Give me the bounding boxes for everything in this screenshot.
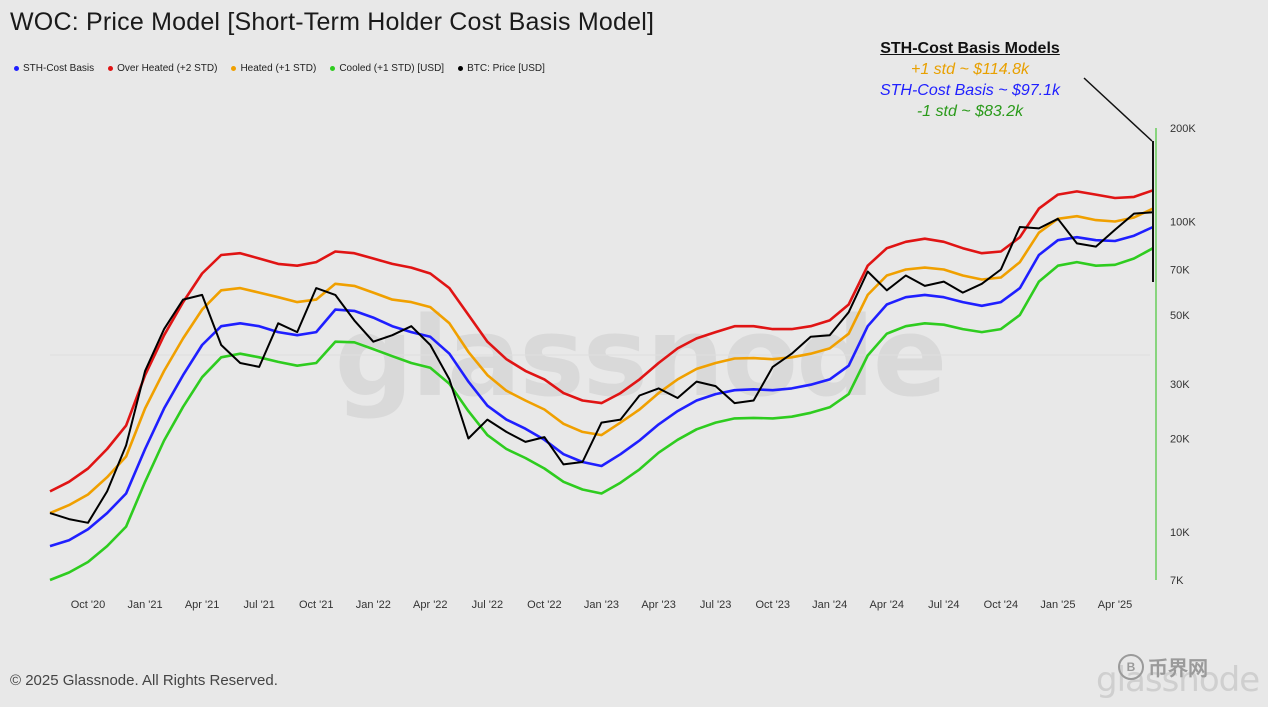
legend-item-over-heated[interactable]: Over Heated (+2 STD) [108, 63, 217, 74]
chart-legend: STH-Cost Basis Over Heated (+2 STD) Heat… [14, 63, 545, 74]
legend-dot-icon [458, 66, 464, 71]
brand-logo-icon: B [1118, 653, 1144, 680]
x-tick-label: Oct '20 [71, 599, 106, 611]
legend-dot-icon [330, 66, 336, 71]
legend-item-cooled[interactable]: Cooled (+1 STD) [USD] [330, 63, 444, 74]
series-line-cooled-1-std-usd [49, 247, 1154, 582]
legend-item-sth-cost-basis[interactable]: STH-Cost Basis [14, 63, 94, 74]
x-tick-label: Jul '22 [472, 599, 503, 611]
x-tick-label: Jan '23 [584, 599, 619, 611]
x-tick-label: Apr '24 [870, 599, 905, 611]
legend-dot-icon [231, 66, 237, 71]
annotation-title: STH-Cost Basis Models [880, 40, 1060, 57]
legend-label: BTC: Price [USD] [467, 63, 545, 74]
legend-item-heated[interactable]: Heated (+1 STD) [231, 63, 316, 74]
y-tick-label: 50K [1170, 310, 1190, 322]
legend-label: Heated (+1 STD) [240, 63, 317, 74]
x-tick-label: Jan '25 [1040, 599, 1075, 611]
x-tick-label: Jul '24 [928, 599, 959, 611]
series-line-heated-1-std [49, 207, 1154, 515]
brand-watermark-text: 币界网 [1148, 658, 1208, 680]
x-tick-label: Jul '23 [700, 599, 731, 611]
x-tick-label: Jul '21 [243, 599, 274, 611]
x-tick-label: Oct '24 [984, 599, 1019, 611]
y-tick-label: 200K [1170, 123, 1196, 135]
y-tick-label: 7K [1170, 575, 1184, 587]
annotation-minus-one-std: -1 std ~ $83.2k [916, 103, 1024, 120]
x-tick-label: Apr '21 [185, 599, 220, 611]
annotation-pointer-line [1083, 77, 1153, 142]
chart-title: WOC: Price Model [Short-Term Holder Cost… [10, 8, 655, 36]
x-tick-label: Jan '21 [128, 599, 163, 611]
y-tick-label: 10K [1170, 527, 1190, 539]
y-tick-label: 100K [1170, 217, 1196, 229]
series-line-btc-price-usd [49, 211, 1154, 524]
x-tick-label: Oct '21 [299, 599, 334, 611]
x-tick-label: Apr '23 [641, 599, 676, 611]
brand-watermark: B 币界网 [1118, 652, 1208, 681]
copyright-footer: © 2025 Glassnode. All Rights Reserved. [10, 672, 278, 689]
y-tick-label: 30K [1170, 379, 1190, 391]
annotation-plus-one-std: +1 std ~ $114.8k [910, 61, 1029, 78]
annotation-cost-basis: STH-Cost Basis ~ $97.1k [879, 82, 1061, 99]
y-tick-label: 70K [1170, 265, 1190, 277]
series-line-sth-cost-basis [49, 225, 1154, 548]
x-tick-label: Oct '22 [527, 599, 562, 611]
y-tick-label: 20K [1170, 434, 1190, 446]
legend-dot-icon [14, 66, 19, 71]
legend-label: Cooled (+1 STD) [USD] [339, 63, 445, 74]
legend-label: STH-Cost Basis [23, 63, 95, 74]
legend-dot-icon [108, 66, 114, 71]
legend-label: Over Heated (+2 STD) [117, 63, 218, 74]
legend-item-btc-price[interactable]: BTC: Price [USD] [458, 63, 545, 74]
x-tick-label: Apr '22 [413, 599, 448, 611]
x-tick-label: Oct '23 [755, 599, 790, 611]
sth-annotation-box: STH-Cost Basis Models +1 std ~ $114.8k S… [850, 38, 1090, 122]
series-line-over-heated-2-std [49, 189, 1154, 493]
x-tick-label: Apr '25 [1098, 599, 1133, 611]
x-tick-label: Jan '24 [812, 599, 847, 611]
x-tick-label: Jan '22 [356, 599, 391, 611]
